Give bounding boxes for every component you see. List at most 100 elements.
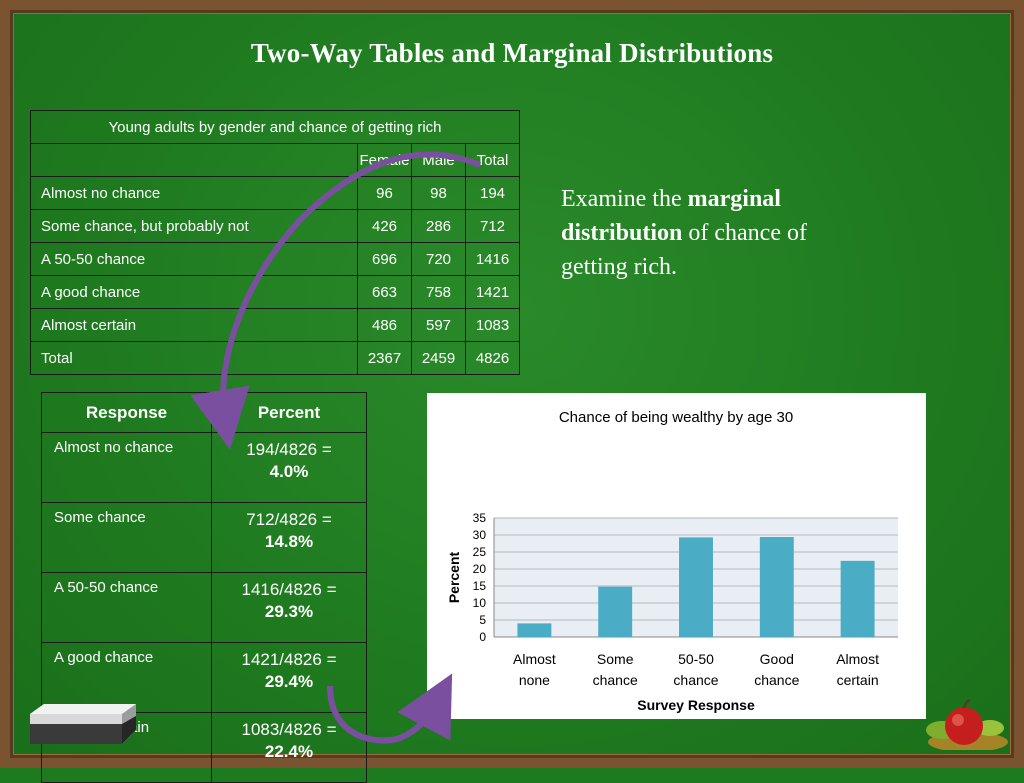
- table-total-row: Total 2367 2459 4826: [30, 341, 520, 375]
- row-label: Almost no chance: [30, 176, 358, 210]
- bar: [679, 537, 713, 637]
- table-cell: 98: [411, 176, 466, 210]
- table-cell: 1416: [465, 242, 520, 276]
- percent-cell: 1083/4826 = 22.4%: [211, 712, 367, 783]
- chart-title: Chance of being wealthy by age 30: [559, 409, 793, 426]
- examine-text-bold: marginal distribution: [561, 186, 781, 246]
- table-cell: 720: [411, 242, 466, 276]
- y-tick-label: 5: [479, 613, 486, 627]
- chart-panel: Chance of being wealthy by age 30 0 5 10 15 2…: [427, 393, 926, 719]
- table-row: A 50-50 chance 696 720 1416: [30, 242, 520, 276]
- bar: [598, 586, 633, 637]
- table-row: A good chance 663 758 1421: [30, 275, 520, 309]
- table-cell: 696: [357, 242, 412, 276]
- table-cell: 286: [411, 209, 466, 243]
- table-cell: 486: [357, 308, 412, 342]
- table-cell: 597: [411, 308, 466, 342]
- header-cell: Percent: [211, 392, 367, 433]
- y-tick-label: 0: [479, 630, 486, 644]
- table-caption: Young adults by gender and chance of get…: [30, 110, 520, 144]
- row-label: Total: [30, 341, 358, 375]
- x-tick-label: certain: [837, 672, 879, 688]
- percent-cell: 712/4826 = 14.8%: [211, 502, 367, 573]
- y-tick-label: 15: [473, 579, 487, 593]
- table-row: Some chance, but probably not 426 286 71…: [30, 209, 520, 243]
- row-label: A 50-50 chance: [30, 242, 358, 276]
- percent-cell: 1416/4826 = 29.3%: [211, 572, 367, 643]
- table-cell: 1083: [465, 308, 520, 342]
- table-cell: 663: [357, 275, 412, 309]
- examine-text: Examine the marginal distribution of cha…: [561, 182, 871, 284]
- header-cell: Total: [465, 143, 520, 177]
- two-way-table: Young adults by gender and chance of get…: [30, 110, 520, 375]
- table-row: Some chance 712/4826 = 14.8%: [41, 502, 367, 573]
- row-label: Almost no chance: [41, 432, 212, 503]
- x-tick-label: chance: [593, 672, 638, 688]
- apple-icon: [926, 698, 1008, 750]
- percent-value: 14.8%: [264, 532, 314, 551]
- percent-cell: 1421/4826 = 29.4%: [211, 642, 367, 713]
- y-tick-label: 25: [473, 545, 487, 559]
- table-cell: 4826: [465, 341, 520, 375]
- table-row: Almost certain 486 597 1083: [30, 308, 520, 342]
- row-label: Almost certain: [30, 308, 358, 342]
- table-caption-row: Young adults by gender and chance of get…: [30, 110, 520, 144]
- table-cell: 2459: [411, 341, 466, 375]
- examine-text-part1: Examine the: [561, 186, 688, 212]
- bar-chart: Chance of being wealthy by age 30 0 5 10 15 2…: [446, 409, 898, 713]
- bar: [517, 623, 552, 637]
- table-cell: 712: [465, 209, 520, 243]
- y-axis-label: Percent: [446, 551, 462, 603]
- fraction-text: 712/4826 =: [246, 510, 332, 529]
- percent-value: 22.4%: [264, 742, 314, 761]
- y-tick-label: 30: [473, 528, 487, 542]
- y-tick-label: 20: [473, 562, 487, 576]
- y-tick-label: 35: [473, 511, 487, 525]
- x-tick-label: Almost: [513, 651, 556, 667]
- x-tick-label: Some: [597, 651, 634, 667]
- x-tick-label: 50-50: [678, 651, 714, 667]
- table-cell: 2367: [357, 341, 412, 375]
- fraction-text: 1421/4826 =: [241, 650, 337, 669]
- fraction-text: 194/4826 =: [246, 440, 332, 459]
- examine-text-part2: of chance of getting rich.: [561, 220, 807, 280]
- fraction-text: 1083/4826 =: [241, 720, 337, 739]
- row-label: Some chance: [41, 502, 212, 573]
- marginal-header-row: Response Percent: [41, 392, 367, 433]
- table-header-row: Female Male Total: [30, 143, 520, 177]
- percent-value: 29.4%: [264, 672, 314, 691]
- table-row: Almost no chance 96 98 194: [30, 176, 520, 210]
- table-cell: 426: [357, 209, 412, 243]
- x-tick-label: chance: [754, 672, 799, 688]
- table-row: Almost no chance 194/4826 = 4.0%: [41, 432, 367, 503]
- y-tick-label: 10: [473, 596, 487, 610]
- table-cell: 1421: [465, 275, 520, 309]
- x-tick-label: chance: [673, 672, 718, 688]
- table-row: A good chance 1421/4826 = 29.4%: [41, 642, 367, 713]
- table-cell: 194: [465, 176, 520, 210]
- row-label: A good chance: [30, 275, 358, 309]
- slide-title: Two-Way Tables and Marginal Distribution…: [250, 38, 774, 68]
- bar: [840, 560, 875, 637]
- header-cell: Response: [41, 392, 212, 433]
- x-axis-label: Survey Response: [637, 697, 755, 713]
- percent-value: 29.3%: [264, 602, 314, 621]
- x-tick-label: Good: [760, 651, 794, 667]
- header-cell: Male: [411, 143, 466, 177]
- table-cell: 96: [357, 176, 412, 210]
- table-cell: 758: [411, 275, 466, 309]
- row-label: Some chance, but probably not: [30, 209, 358, 243]
- row-label: A 50-50 chance: [41, 572, 212, 643]
- percent-value: 4.0%: [269, 462, 309, 481]
- row-label: A good chance: [41, 642, 212, 713]
- header-cell: Female: [357, 143, 412, 177]
- x-tick-label: Almost: [836, 651, 879, 667]
- header-cell: [30, 143, 358, 177]
- fraction-text: 1416/4826 =: [241, 580, 337, 599]
- percent-cell: 194/4826 = 4.0%: [211, 432, 367, 503]
- eraser-icon: [30, 704, 136, 744]
- bar: [759, 537, 794, 637]
- table-row: A 50-50 chance 1416/4826 = 29.3%: [41, 572, 367, 643]
- x-tick-label: none: [519, 672, 550, 688]
